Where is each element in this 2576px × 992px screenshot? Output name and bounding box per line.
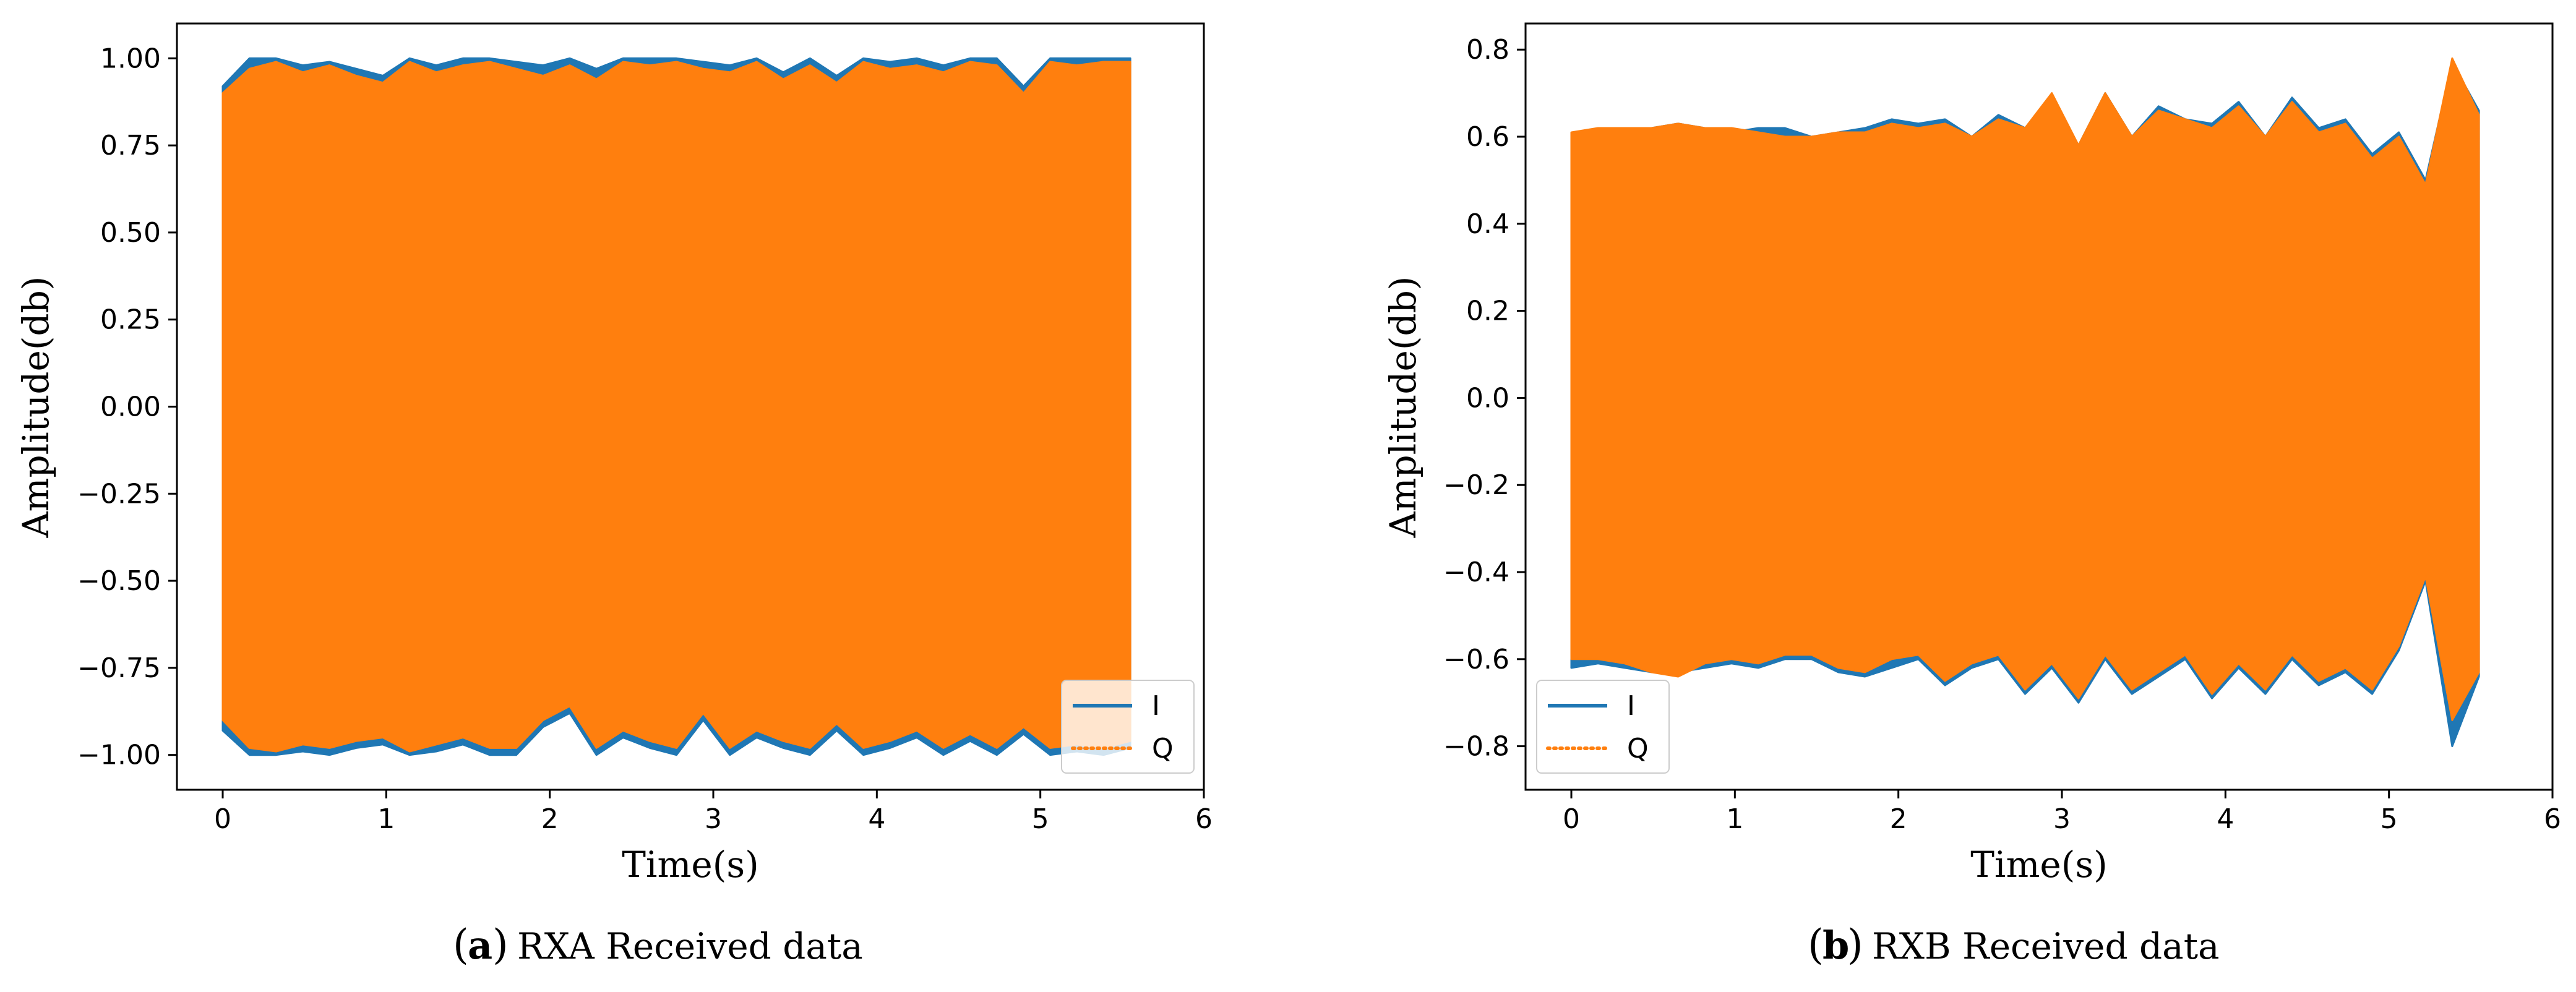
panel-b-series-q-envelope	[1570, 57, 2480, 721]
panel-b-x-tick-label: 1	[1726, 803, 1743, 835]
panel-b-x-tick-label: 6	[2544, 803, 2561, 835]
panel-b-y-axis-label: Amplitude(db)	[1382, 276, 1424, 539]
panel-b-y-tick-label: 0.6	[1466, 121, 1509, 153]
panel-a-caption-close-paren: )	[492, 921, 509, 968]
panel-b-y-tick-label: 0.8	[1466, 34, 1509, 66]
panel-b-x-ticks: 0 1 2 3 4 5 6	[1563, 790, 2561, 835]
panel-a-x-tick-label: 1	[377, 803, 395, 835]
panel-b-y-ticks: −0.8 −0.6 −0.4 −0.2 0.0 0.2 0.4 0.6 0.8	[1443, 34, 1526, 763]
panel-a-x-tick-label: 5	[1032, 803, 1049, 835]
panel-a-y-tick-label: −0.25	[77, 478, 161, 510]
panel-a-x-tick-label: 2	[541, 803, 559, 835]
panel-b-y-tick-label: −0.4	[1443, 557, 1509, 588]
panel-a-caption-open-paren: (	[453, 921, 469, 968]
panel-b-y-tick-label: −0.8	[1443, 731, 1509, 763]
panel-a-series-q	[221, 61, 1131, 753]
panel-b-caption-letter: b	[1823, 923, 1849, 968]
panel-a-y-tick-label: 1.00	[100, 43, 161, 74]
panel-b-y-tick-label: −0.2	[1443, 469, 1509, 501]
panel-a-x-tick-label: 3	[705, 803, 722, 835]
panel-a-y-tick-label: 0.00	[100, 391, 161, 423]
panel-a-x-axis-label: Time(s)	[622, 844, 759, 886]
panel-a-y-tick-label: 0.25	[100, 304, 161, 336]
panel-b-x-tick-label: 0	[1563, 803, 1580, 835]
panel-b-y-tick-label: 0.2	[1466, 296, 1509, 327]
panel-a-y-tick-label: −0.75	[77, 652, 161, 684]
panel-b-legend-q-label: Q	[1627, 733, 1649, 764]
panel-b-y-tick-label: −0.6	[1443, 644, 1509, 675]
panel-a-caption-text: RXA Received data	[517, 925, 863, 967]
panel-b-axes-frame	[1524, 22, 2554, 791]
panel-a-y-tick-label: 0.50	[100, 217, 161, 249]
panel-a-x-tick-label: 6	[1195, 803, 1213, 835]
panel-a-x-tick-label: 0	[214, 803, 231, 835]
panel-a-y-tick-label: 0.75	[100, 130, 161, 161]
panel-a-legend: I Q	[1061, 680, 1195, 774]
panel-b-x-tick-label: 4	[2217, 803, 2234, 835]
panel-b-x-tick-label: 3	[2053, 803, 2071, 835]
panel-b-series-q	[1570, 57, 2480, 721]
panel-a-legend-q-label: Q	[1152, 733, 1174, 764]
panel-b-x-axis-label: Time(s)	[1970, 844, 2108, 886]
panel-b-caption-close-paren: )	[1847, 921, 1863, 968]
panel-a-legend-box	[1061, 680, 1195, 774]
panel-b-caption-open-paren: (	[1808, 921, 1824, 968]
panel-a-caption-letter: a	[468, 923, 492, 968]
panel-a-series-q-envelope	[221, 61, 1131, 753]
panel-a-y-ticks: −1.00 −0.75 −0.50 −0.25 0.00 0.25 0.50 0.75 1.00	[77, 43, 177, 771]
panel-b-legend-i-label: I	[1627, 690, 1635, 722]
panel-b-caption: ( b ) RXB Received data	[1808, 921, 2220, 968]
panel-a-x-ticks: 0 1 2 3 4 5 6	[214, 790, 1213, 835]
panel-b-x-tick-label: 2	[1890, 803, 1907, 835]
panel-b-x-tick-label: 5	[2381, 803, 2398, 835]
panel-a-x-tick-label: 4	[868, 803, 885, 835]
panel-b-y-tick-label: 0.0	[1466, 382, 1509, 414]
panel-a-y-tick-label: −0.50	[77, 565, 161, 597]
panel-b-caption-text: RXB Received data	[1872, 925, 2220, 967]
panel-b-y-tick-label: 0.4	[1466, 208, 1509, 240]
panel-a-caption: ( a ) RXA Received data	[453, 921, 863, 968]
panel-b-legend: I Q	[1536, 680, 1670, 774]
panel-a-plot-area	[176, 22, 1205, 791]
panel-a-y-axis-label: Amplitude(db)	[15, 276, 57, 539]
panel-a-y-tick-label: −1.00	[77, 740, 161, 771]
panel-a-rxa-chart: 0 1 2 3 4 5 6 −1.00 −0.75 −0.50 −0.25 0.00 0.25 0.50…	[15, 22, 1213, 968]
panel-b-plot-area	[1524, 22, 2554, 791]
panel-a-legend-i-label: I	[1152, 690, 1160, 722]
panel-b-legend-box	[1536, 680, 1670, 774]
